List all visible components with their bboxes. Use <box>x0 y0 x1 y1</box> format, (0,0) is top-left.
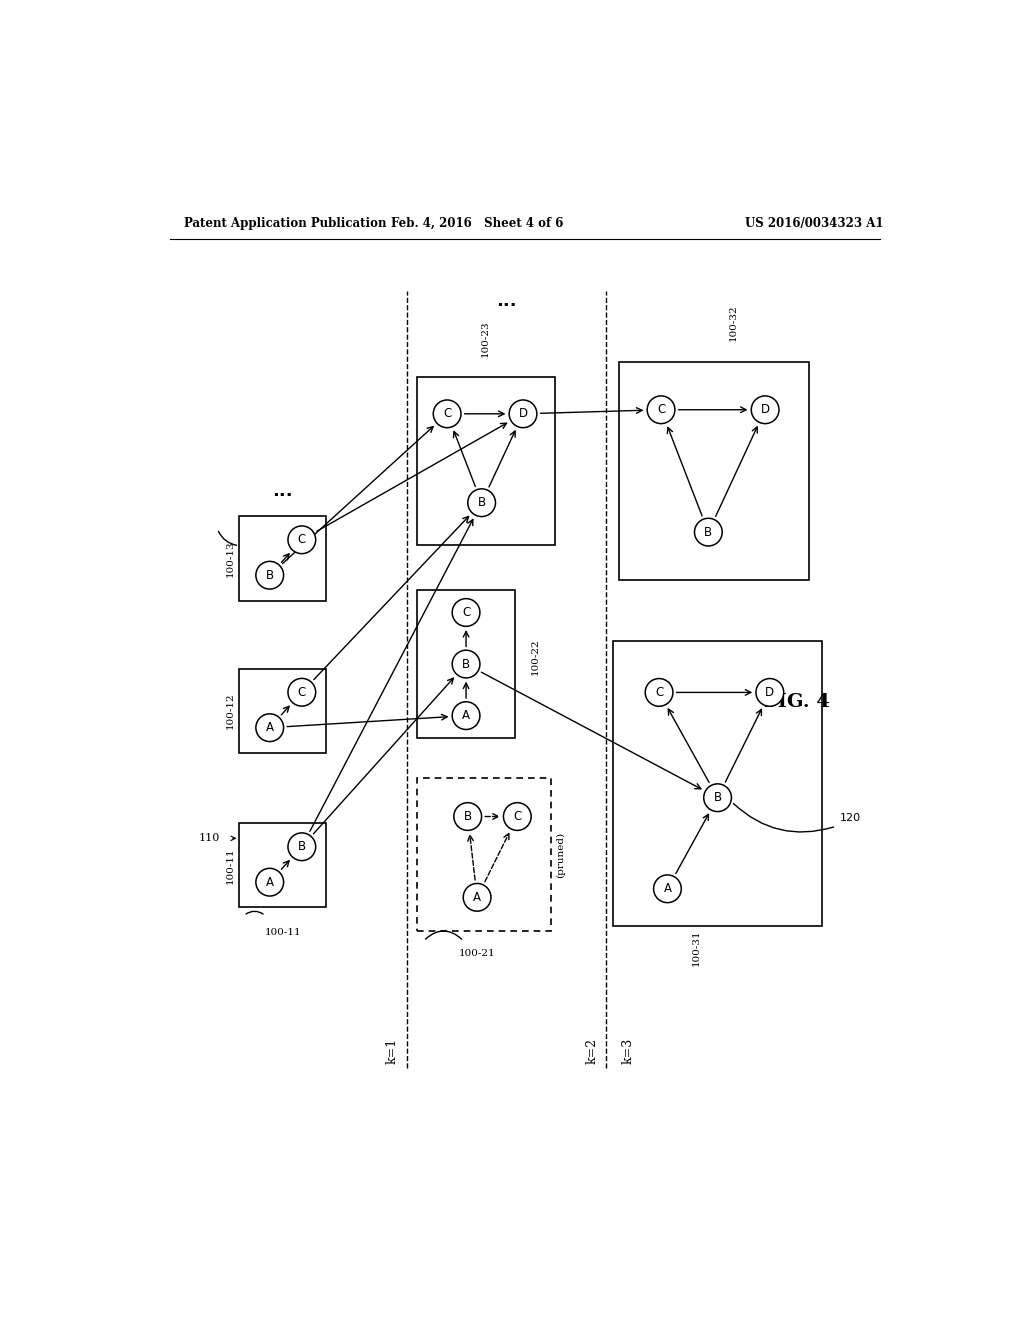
Circle shape <box>703 784 731 812</box>
Text: B: B <box>462 657 470 671</box>
Text: C: C <box>443 408 452 420</box>
Text: 100-23: 100-23 <box>481 319 490 356</box>
Text: D: D <box>518 408 527 420</box>
Bar <box>417 378 555 545</box>
Text: A: A <box>664 882 672 895</box>
Bar <box>613 642 822 925</box>
Text: 100-13: 100-13 <box>225 540 234 577</box>
Bar <box>417 590 515 738</box>
Text: B: B <box>265 569 273 582</box>
Text: B: B <box>464 810 472 822</box>
Circle shape <box>756 678 783 706</box>
Circle shape <box>256 714 284 742</box>
Text: 110: 110 <box>199 833 220 843</box>
Circle shape <box>433 400 461 428</box>
Circle shape <box>288 678 315 706</box>
Text: B: B <box>298 841 306 853</box>
Text: ...: ... <box>272 482 293 500</box>
Circle shape <box>454 803 481 830</box>
Text: A: A <box>265 721 273 734</box>
Circle shape <box>468 488 496 516</box>
Text: D: D <box>765 686 774 698</box>
Bar <box>417 779 551 931</box>
Text: 120: 120 <box>840 813 860 822</box>
Text: k=1: k=1 <box>386 1038 398 1064</box>
Circle shape <box>645 678 673 706</box>
Circle shape <box>694 519 722 546</box>
Bar <box>240 824 326 907</box>
Circle shape <box>453 598 480 626</box>
Text: 100-22: 100-22 <box>530 639 540 675</box>
Text: B: B <box>477 496 485 510</box>
Circle shape <box>256 561 284 589</box>
Bar <box>620 362 809 581</box>
Text: k=2: k=2 <box>586 1038 598 1064</box>
Text: C: C <box>655 686 664 698</box>
Circle shape <box>509 400 537 428</box>
Bar <box>240 516 326 601</box>
Text: C: C <box>657 403 666 416</box>
Text: k=3: k=3 <box>622 1038 635 1064</box>
Text: 100-32: 100-32 <box>728 305 737 342</box>
Circle shape <box>256 869 284 896</box>
Text: Feb. 4, 2016   Sheet 4 of 6: Feb. 4, 2016 Sheet 4 of 6 <box>391 216 563 230</box>
Text: B: B <box>705 525 713 539</box>
Circle shape <box>288 833 315 861</box>
Circle shape <box>647 396 675 424</box>
Text: US 2016/0034323 A1: US 2016/0034323 A1 <box>745 216 884 230</box>
Text: A: A <box>473 891 481 904</box>
Text: C: C <box>298 686 306 698</box>
Text: A: A <box>265 875 273 888</box>
Circle shape <box>504 803 531 830</box>
Circle shape <box>453 702 480 730</box>
Circle shape <box>288 525 315 553</box>
Text: 100-11: 100-11 <box>225 847 234 883</box>
Text: 100-11: 100-11 <box>264 928 301 937</box>
Text: C: C <box>462 606 470 619</box>
Text: 100-12: 100-12 <box>225 693 234 729</box>
Text: C: C <box>298 533 306 546</box>
Text: 100-21: 100-21 <box>459 949 496 958</box>
Text: (pruned): (pruned) <box>556 832 565 878</box>
Circle shape <box>453 651 480 678</box>
Circle shape <box>752 396 779 424</box>
Text: A: A <box>462 709 470 722</box>
Circle shape <box>463 883 490 911</box>
Text: ...: ... <box>497 292 517 310</box>
Text: 100-31: 100-31 <box>692 929 701 966</box>
Text: B: B <box>714 791 722 804</box>
Bar <box>240 669 326 752</box>
Text: D: D <box>761 403 770 416</box>
Text: Patent Application Publication: Patent Application Publication <box>184 216 387 230</box>
Text: C: C <box>513 810 521 822</box>
Circle shape <box>653 875 681 903</box>
Text: FIG. 4: FIG. 4 <box>764 693 829 711</box>
